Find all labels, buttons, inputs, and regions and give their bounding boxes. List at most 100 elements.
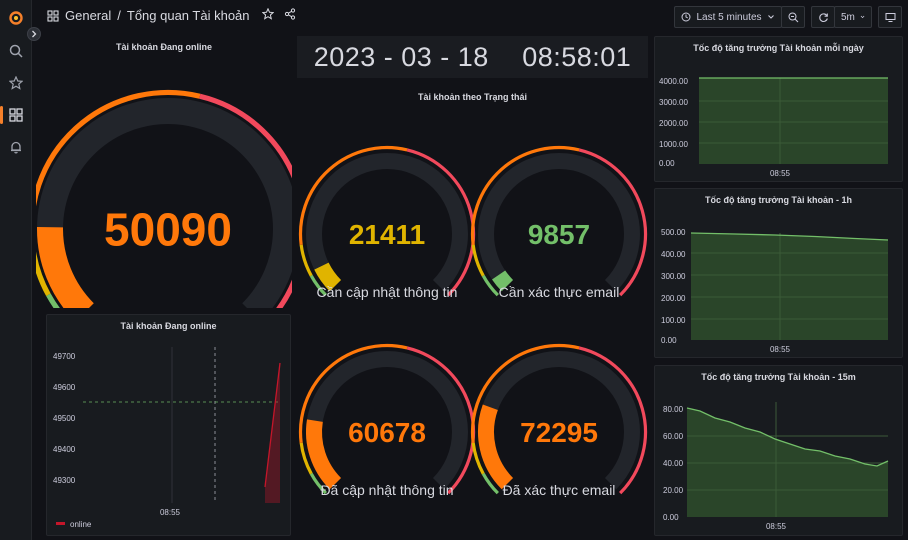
star-icon[interactable] [0, 71, 32, 95]
gauge-label: Cần cập nhật thông tin [316, 284, 458, 300]
threshold-band [299, 442, 313, 475]
online-timeseries-panel: Tài khoản Đang online 49700 49600 49500 … [46, 314, 291, 536]
series-area [691, 233, 888, 340]
growth-1h-panel: Tốc độ tăng trưởng Tài khoản - 1h 500.00… [654, 188, 903, 358]
threshold-band [309, 274, 327, 297]
breadcrumb: General / Tổng quan Tài khoản [47, 7, 296, 23]
gauge-value-arc [492, 270, 514, 292]
tv-mode-button[interactable] [878, 6, 902, 28]
dashboards-icon[interactable] [0, 103, 32, 127]
series-area [699, 78, 888, 164]
threshold-band [199, 93, 292, 308]
gauge-label: Cần xác thực email [498, 284, 620, 300]
y-tick: 4000.00 [659, 77, 688, 86]
gauge-value: 21411 [349, 219, 425, 250]
breadcrumb-folder[interactable]: General [65, 8, 112, 23]
threshold-band [298, 343, 408, 444]
y-tick: 1000.00 [659, 140, 688, 149]
x-tick: 08:55 [766, 522, 787, 531]
y-tick: 49600 [53, 383, 76, 392]
y-tick: 3000.00 [659, 98, 688, 107]
x-tick: 08:55 [770, 345, 791, 354]
y-tick: 49500 [53, 414, 76, 423]
refresh-icon [818, 12, 828, 22]
time-range-label: Last 5 minutes [696, 11, 762, 23]
y-tick: 500.00 [661, 228, 686, 237]
threshold-band [481, 274, 499, 297]
monitor-icon [885, 12, 895, 22]
online-timeseries-chart: 49700 49600 49500 49400 49300 08:55 onli… [53, 347, 281, 529]
panel-title: Tốc độ tăng trưởng Tài khoản - 1h [705, 195, 852, 205]
y-tick: 0.00 [661, 336, 677, 345]
gauge-value: 9857 [528, 219, 590, 250]
growth-daily-panel: Tốc độ tăng trưởng Tài khoản mỗi ngày 40… [654, 36, 903, 182]
gauge-value: 72295 [520, 417, 598, 448]
threshold-band [578, 148, 648, 297]
growth-15m-panel: Tốc độ tăng trưởng Tài khoản - 15m 80.00… [654, 365, 903, 536]
favorite-star-icon[interactable] [261, 7, 274, 23]
breadcrumb-dashboard-title[interactable]: Tổng quan Tài khoản [126, 8, 250, 23]
y-tick: 49300 [53, 476, 76, 485]
threshold-band [36, 89, 201, 207]
share-icon[interactable] [284, 8, 296, 23]
threshold-band [471, 244, 485, 277]
growth-1h-chart: 500.00 400.00 300.00 200.00 100.00 0.00 … [661, 228, 889, 354]
panel-title: Tài khoản Đang online [115, 42, 212, 52]
status-gauges-panel: Tài khoản theo Trạng thái 21411 9857 606… [297, 86, 648, 536]
time-range-picker[interactable]: Last 5 minutes [674, 6, 782, 28]
gauge-label: Đã cập nhật thông tin [320, 482, 454, 498]
threshold-band [36, 251, 51, 297]
search-icon[interactable] [0, 39, 32, 63]
gauge-value-arc [314, 262, 342, 292]
refresh-interval-picker[interactable]: 5m [834, 6, 872, 28]
bell-icon[interactable] [0, 135, 32, 159]
y-tick: 200.00 [661, 294, 686, 303]
panel-title: Tài khoản Đang online [120, 321, 217, 331]
y-tick: 80.00 [663, 405, 684, 414]
zoom-out-icon [788, 12, 798, 22]
threshold-band [471, 442, 485, 475]
y-tick: 49700 [53, 352, 76, 361]
date-display: 2023 - 03 - 18 [313, 41, 489, 72]
refresh-interval-label: 5m [841, 11, 855, 23]
threshold-band [406, 346, 476, 495]
threshold-band [470, 343, 580, 444]
threshold-band [309, 472, 327, 495]
gauge-value: 60678 [348, 417, 426, 448]
legend-label[interactable]: online [70, 520, 92, 529]
gauge-value-arc [478, 404, 514, 490]
refresh-button[interactable] [811, 6, 835, 28]
gauge-value-arc [306, 419, 342, 490]
threshold-band [470, 145, 580, 246]
x-tick: 08:55 [770, 169, 791, 178]
gauge-label: Đã xác thực email [502, 482, 616, 498]
threshold-band [406, 148, 476, 297]
grafana-logo-icon[interactable] [0, 6, 32, 30]
expand-sidebar-button[interactable] [27, 27, 41, 41]
x-tick: 08:55 [160, 508, 181, 517]
zoom-out-button[interactable] [781, 6, 805, 28]
y-tick: 60.00 [663, 432, 684, 441]
gauge-track [478, 153, 640, 292]
threshold-band [298, 145, 408, 246]
clock-icon [681, 12, 691, 22]
toolbar: Last 5 minutes 5m [674, 6, 902, 28]
growth-daily-chart: 4000.00 3000.00 2000.00 1000.00 0.00 08:… [659, 77, 888, 178]
panel-title: Tốc độ tăng trưởng Tài khoản - 15m [701, 372, 856, 382]
gauge-track [306, 153, 468, 292]
clock-panel: 2023 - 03 - 18 08:58:01 [297, 36, 648, 78]
y-tick: 100.00 [661, 316, 686, 325]
dashboard-grid-icon [47, 9, 59, 22]
active-indicator [0, 106, 3, 124]
y-tick: 49400 [53, 445, 76, 454]
chevron-down-icon [860, 15, 865, 19]
y-tick: 2000.00 [659, 119, 688, 128]
chevron-right-icon [32, 30, 37, 38]
online-series-line [264, 362, 281, 488]
status-gauges: 21411 9857 60678 72295 [298, 145, 648, 495]
panel-title: Tốc độ tăng trưởng Tài khoản mỗi ngày [693, 43, 864, 53]
time-display: 08:58:01 [522, 41, 632, 72]
online-gauge: 50090 [36, 89, 292, 308]
threshold-band [46, 293, 60, 308]
y-tick: 40.00 [663, 459, 684, 468]
